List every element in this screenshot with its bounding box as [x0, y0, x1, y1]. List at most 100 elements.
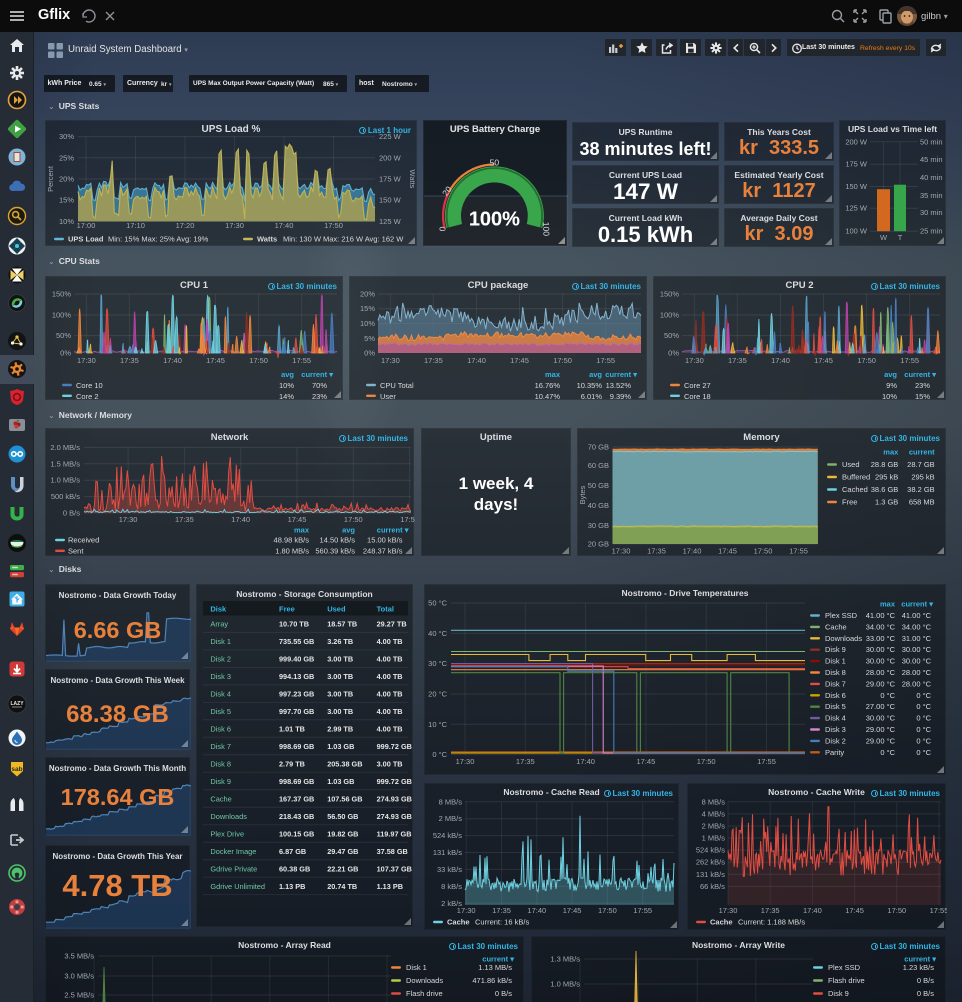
svg-text:175 W: 175 W: [379, 175, 402, 184]
svg-text:6.87 GB: 6.87 GB: [279, 847, 306, 856]
svg-text:3.00 TB: 3.00 TB: [377, 759, 403, 768]
svg-text:25%: 25%: [59, 153, 74, 162]
svg-text:20.74 TB: 20.74 TB: [327, 882, 357, 891]
svg-text:17:30: 17:30: [119, 515, 138, 524]
svg-text:994.13 GB: 994.13 GB: [279, 672, 314, 681]
svg-text:avg: avg: [589, 370, 602, 379]
svg-text:1.5 MB/s: 1.5 MB/s: [50, 459, 80, 468]
svg-text:4.00 TB: 4.00 TB: [377, 655, 403, 664]
svg-text:13.52%: 13.52%: [606, 381, 632, 390]
svg-text:17:35: 17:35: [492, 906, 511, 915]
svg-text:150%: 150%: [52, 290, 72, 299]
svg-text:Core 27: Core 27: [684, 381, 711, 390]
svg-text:17:45: 17:45: [845, 906, 864, 915]
svg-text:8 MB/s: 8 MB/s: [702, 797, 726, 806]
svg-text:70 GB: 70 GB: [588, 443, 609, 452]
svg-text:17:50: 17:50: [857, 356, 876, 365]
svg-text:0 B/s: 0 B/s: [917, 976, 934, 985]
svg-text:3.00 TB: 3.00 TB: [327, 655, 353, 664]
svg-text:14.50 kB/s: 14.50 kB/s: [320, 536, 356, 545]
svg-text:167.37 GB: 167.37 GB: [279, 794, 314, 803]
svg-text:17:40: 17:40: [527, 906, 546, 915]
svg-text:225 W: 225 W: [379, 132, 402, 141]
svg-text:175 W: 175 W: [845, 160, 868, 169]
svg-text:Disk 2: Disk 2: [825, 736, 846, 745]
svg-text:Cache: Cache: [447, 918, 470, 927]
svg-text:Plex Drive: Plex Drive: [210, 829, 244, 838]
svg-text:0 °C: 0 °C: [880, 691, 895, 700]
svg-text:1.3 GB: 1.3 GB: [875, 498, 898, 507]
svg-text:0 °C: 0 °C: [916, 748, 931, 757]
svg-text:Current: 16 kB/s: Current: 16 kB/s: [475, 918, 529, 927]
svg-text:17:55: 17:55: [789, 547, 808, 556]
svg-text:Current: 1.188 MB/s: Current: 1.188 MB/s: [738, 918, 805, 927]
svg-text:17:45: 17:45: [563, 906, 582, 915]
svg-text:User: User: [380, 392, 396, 401]
svg-text:3.5 MB/s: 3.5 MB/s: [64, 952, 94, 961]
svg-text:Bytes: Bytes: [578, 485, 587, 504]
svg-text:Disk: Disk: [210, 604, 227, 613]
svg-text:Gdrive Private: Gdrive Private: [210, 864, 257, 873]
svg-text:17:35: 17:35: [424, 356, 443, 365]
svg-text:17:30: 17:30: [456, 757, 475, 766]
svg-text:Cache: Cache: [710, 918, 733, 927]
svg-text:17:40: 17:40: [467, 356, 486, 365]
svg-text:17:45: 17:45: [718, 547, 737, 556]
svg-text:100%: 100%: [660, 311, 680, 320]
svg-text:35 min: 35 min: [920, 191, 943, 200]
svg-text:34.00 °C: 34.00 °C: [866, 622, 896, 631]
svg-text:29.00 °C: 29.00 °C: [866, 736, 896, 745]
svg-text:19.82 GB: 19.82 GB: [327, 829, 358, 838]
svg-text:current ▾: current ▾: [482, 955, 515, 964]
svg-text:29.27 TB: 29.27 TB: [377, 620, 407, 629]
svg-text:3.00 TB: 3.00 TB: [327, 672, 353, 681]
svg-text:30 GB: 30 GB: [588, 521, 609, 530]
svg-text:150 W: 150 W: [845, 182, 868, 191]
svg-text:20 GB: 20 GB: [588, 540, 609, 549]
svg-text:Disk 8: Disk 8: [825, 668, 846, 677]
svg-text:2.5 MB/s: 2.5 MB/s: [64, 991, 94, 1000]
svg-text:Disk 3: Disk 3: [825, 725, 846, 734]
svg-text:Gdrive Unlimited: Gdrive Unlimited: [210, 882, 265, 891]
svg-text:17:55: 17:55: [596, 356, 615, 365]
svg-text:17:40: 17:40: [163, 356, 182, 365]
svg-text:1.0 MB/s: 1.0 MB/s: [550, 980, 580, 989]
svg-text:17:40: 17:40: [803, 906, 822, 915]
svg-text:17:30: 17:30: [685, 356, 704, 365]
svg-text:0 °C: 0 °C: [916, 691, 931, 700]
svg-text:107.37 GB: 107.37 GB: [377, 864, 412, 873]
svg-text:2 kB/s: 2 kB/s: [441, 899, 462, 908]
svg-text:0 °C: 0 °C: [916, 725, 931, 734]
svg-text:Watts: Watts: [257, 235, 277, 244]
svg-text:6.01%: 6.01%: [581, 392, 603, 401]
svg-text:0 °C: 0 °C: [880, 748, 895, 757]
svg-text:17:35: 17:35: [175, 515, 194, 524]
svg-text:20%: 20%: [360, 290, 375, 299]
svg-text:20%: 20%: [59, 175, 74, 184]
svg-text:Downloads: Downloads: [825, 634, 862, 643]
svg-text:29.00 °C: 29.00 °C: [866, 679, 896, 688]
svg-text:1.3 MB/s: 1.3 MB/s: [550, 955, 580, 964]
svg-text:Disk 2: Disk 2: [210, 655, 231, 664]
svg-text:100: 100: [541, 222, 551, 237]
svg-text:17:30: 17:30: [77, 356, 96, 365]
svg-text:262 kB/s: 262 kB/s: [696, 858, 725, 867]
svg-text:0 °C: 0 °C: [916, 714, 931, 723]
svg-text:8 MB/s: 8 MB/s: [439, 797, 463, 806]
svg-text:28.7 GB: 28.7 GB: [907, 460, 935, 469]
svg-text:Disk 9: Disk 9: [828, 989, 849, 998]
svg-text:30.00 °C: 30.00 °C: [866, 714, 896, 723]
svg-text:0: 0: [437, 226, 447, 231]
svg-text:max: max: [545, 370, 561, 379]
svg-text:3.00 TB: 3.00 TB: [327, 690, 353, 699]
svg-text:107.56 GB: 107.56 GB: [327, 794, 362, 803]
svg-text:50: 50: [490, 157, 500, 167]
svg-text:W: W: [880, 233, 888, 242]
svg-text:Plex SSD: Plex SSD: [825, 611, 858, 620]
svg-text:33.00 °C: 33.00 °C: [866, 634, 896, 643]
svg-text:8 kB/s: 8 kB/s: [441, 882, 462, 891]
svg-text:9.39%: 9.39%: [610, 392, 632, 401]
svg-text:Core 2: Core 2: [76, 392, 99, 401]
svg-text:17:30: 17:30: [457, 906, 476, 915]
svg-text:150 W: 150 W: [379, 196, 402, 205]
